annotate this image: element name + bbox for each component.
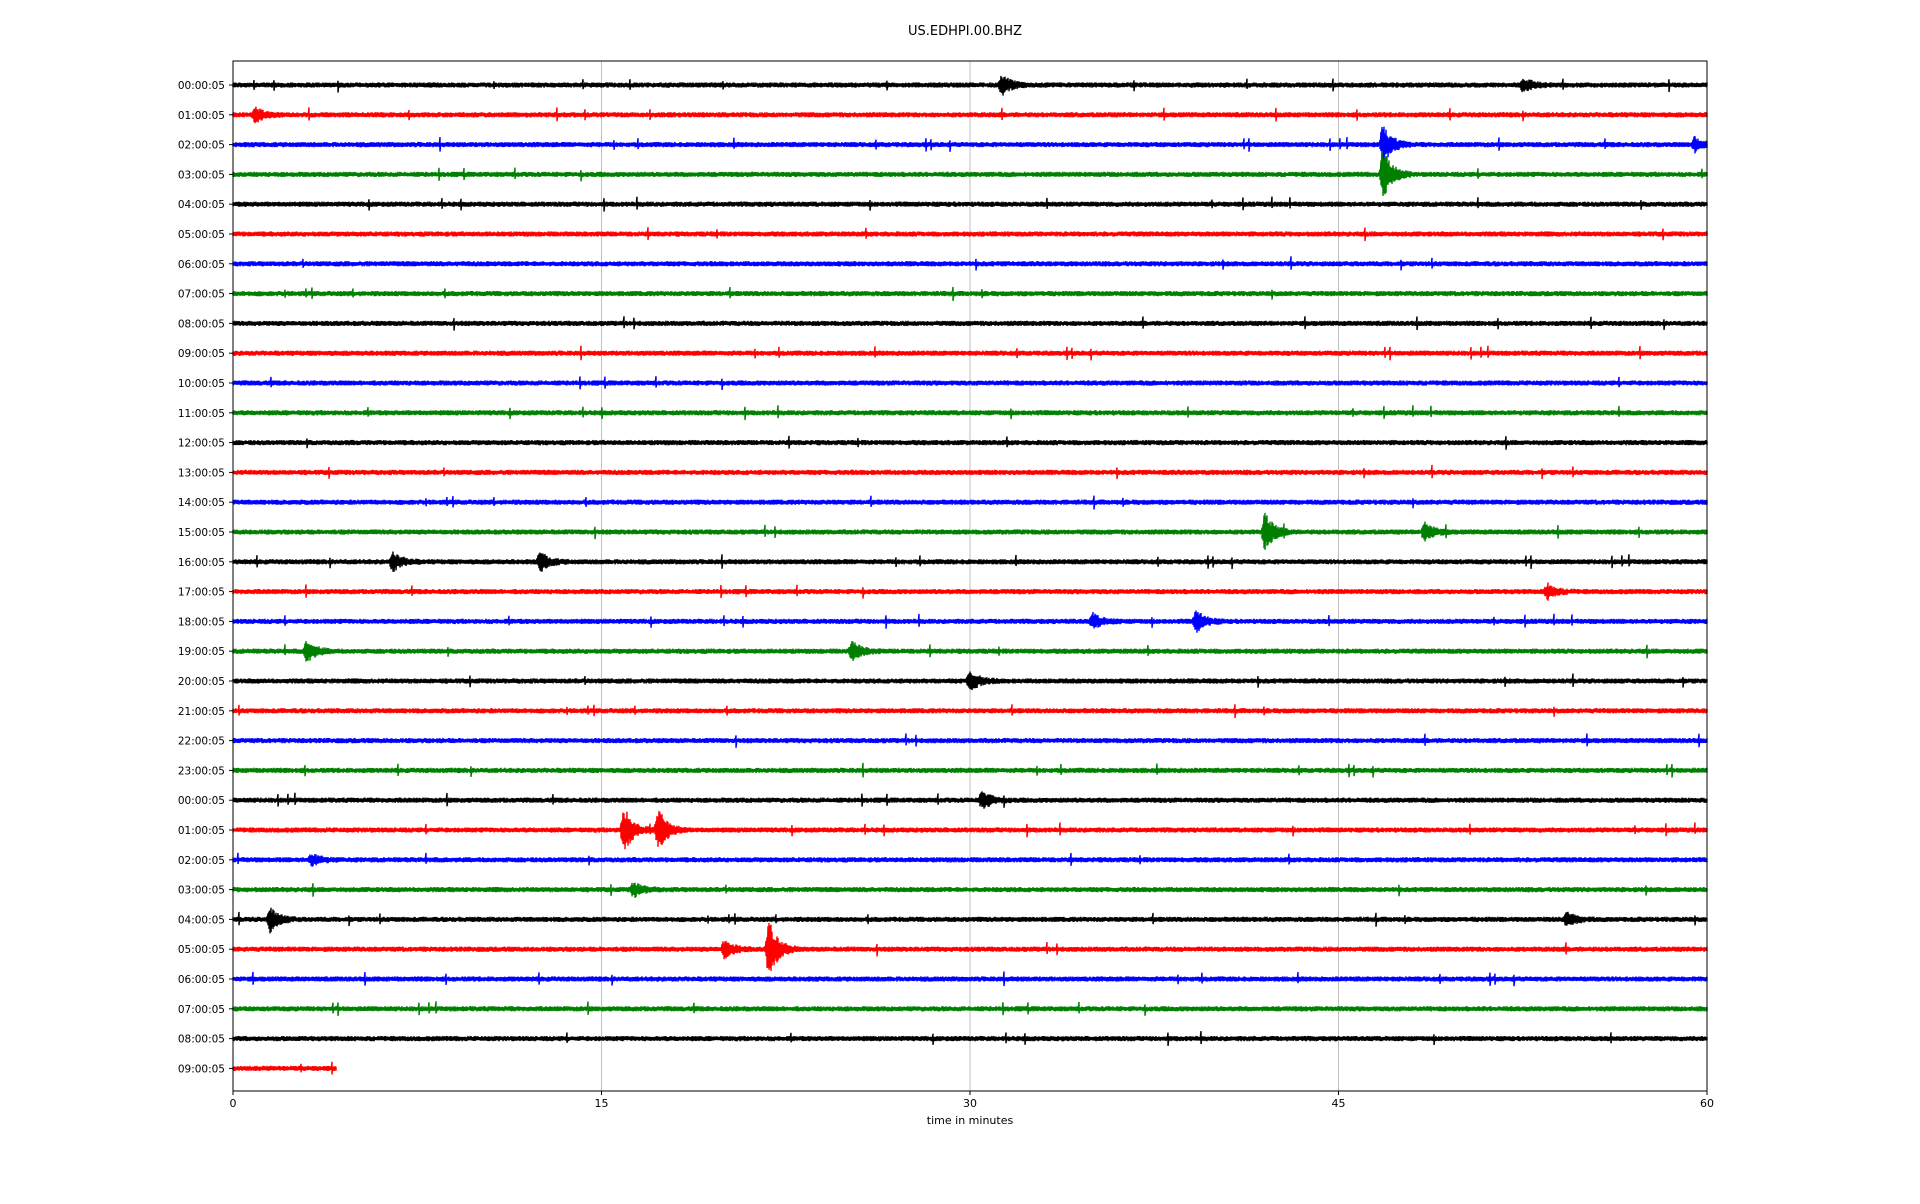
row-label: 02:00:05: [178, 140, 225, 152]
trace-line: [232, 196, 1708, 212]
row-label: 23:00:05: [178, 765, 225, 777]
row-label: 12:00:05: [178, 438, 225, 450]
row-label: 03:00:05: [178, 885, 225, 897]
row-label: 04:00:05: [178, 914, 225, 926]
trace-line: [232, 582, 1708, 601]
trace-line: [232, 671, 1708, 691]
x-tick-layer: 0 15 30 45 60: [230, 1091, 1714, 1110]
row-label: 21:00:05: [178, 706, 225, 718]
trace-line: [232, 852, 1708, 867]
trace-line: [232, 512, 1708, 550]
row-label: 20:00:05: [178, 676, 225, 688]
row-label: 14:00:05: [178, 497, 225, 509]
trace-line: [232, 345, 1708, 361]
trace-line: [232, 256, 1708, 271]
row-label: 07:00:05: [178, 1004, 225, 1016]
trace-line: [232, 150, 1708, 197]
row-label: 05:00:05: [178, 944, 225, 956]
row-label: 06:00:05: [178, 259, 225, 271]
trace-line: [232, 227, 1708, 242]
row-label: 01:00:05: [178, 110, 225, 122]
row-label: 10:00:05: [178, 378, 225, 390]
trace-line: [232, 1001, 1708, 1016]
trace-line: [232, 907, 1708, 934]
trace-line: [232, 922, 1708, 972]
row-label: 22:00:05: [178, 736, 225, 748]
chart-title: US.EDHPI.00.BHZ: [908, 24, 1022, 39]
trace-line: [232, 810, 1708, 850]
trace-line: [232, 106, 1708, 124]
trace-line: [232, 791, 1708, 809]
x-axis-label: time in minutes: [927, 1114, 1014, 1127]
x-tick-label: 60: [1700, 1097, 1714, 1110]
trace-line: [232, 376, 1708, 391]
x-tick-label: 45: [1332, 1097, 1346, 1110]
row-label: 04:00:05: [178, 199, 225, 211]
trace-line: [232, 882, 1708, 898]
trace-layer: [232, 75, 1708, 1075]
row-label: 05:00:05: [178, 229, 225, 241]
row-label: 00:00:05: [178, 80, 225, 92]
row-label: 18:00:05: [178, 616, 225, 628]
x-tick-label: 15: [595, 1097, 609, 1110]
row-label: 15:00:05: [178, 527, 225, 539]
row-label: 06:00:05: [178, 974, 225, 986]
row-label-layer: 00:00:05 01:00:05 02:00:05 03:00:05 04:00:05…: [178, 80, 233, 1075]
row-label: 08:00:05: [178, 318, 225, 330]
row-label: 02:00:05: [178, 855, 225, 867]
row-label: 00:00:05: [178, 795, 225, 807]
row-label: 08:00:05: [178, 1034, 225, 1046]
trace-line: [232, 704, 1708, 719]
x-tick-label: 0: [230, 1097, 237, 1110]
row-label: 16:00:05: [178, 557, 225, 569]
row-label: 13:00:05: [178, 467, 225, 479]
row-label: 01:00:05: [178, 825, 225, 837]
trace-line: [232, 1061, 337, 1075]
row-label: 03:00:05: [178, 169, 225, 181]
trace-line: [232, 464, 1708, 480]
trace-line: [232, 75, 1708, 96]
x-tick-label: 30: [963, 1097, 977, 1110]
trace-line: [232, 495, 1708, 510]
trace-line: [232, 551, 1708, 572]
row-label: 19:00:05: [178, 646, 225, 658]
trace-line: [232, 641, 1708, 662]
row-label: 09:00:05: [178, 348, 225, 360]
trace-line: [232, 435, 1708, 450]
row-label: 11:00:05: [178, 408, 225, 420]
row-label: 09:00:05: [178, 1063, 225, 1075]
trace-line: [232, 405, 1708, 421]
trace-line: [232, 286, 1708, 301]
trace-line: [232, 762, 1708, 778]
row-label: 07:00:05: [178, 289, 225, 301]
trace-line: [232, 316, 1708, 331]
trace-line: [232, 971, 1708, 987]
trace-line: [232, 733, 1708, 748]
trace-line: [232, 610, 1708, 633]
grid-layer: [601, 61, 1339, 1091]
trace-line: [232, 1031, 1708, 1046]
row-label: 17:00:05: [178, 587, 225, 599]
trace-line: [232, 126, 1708, 164]
